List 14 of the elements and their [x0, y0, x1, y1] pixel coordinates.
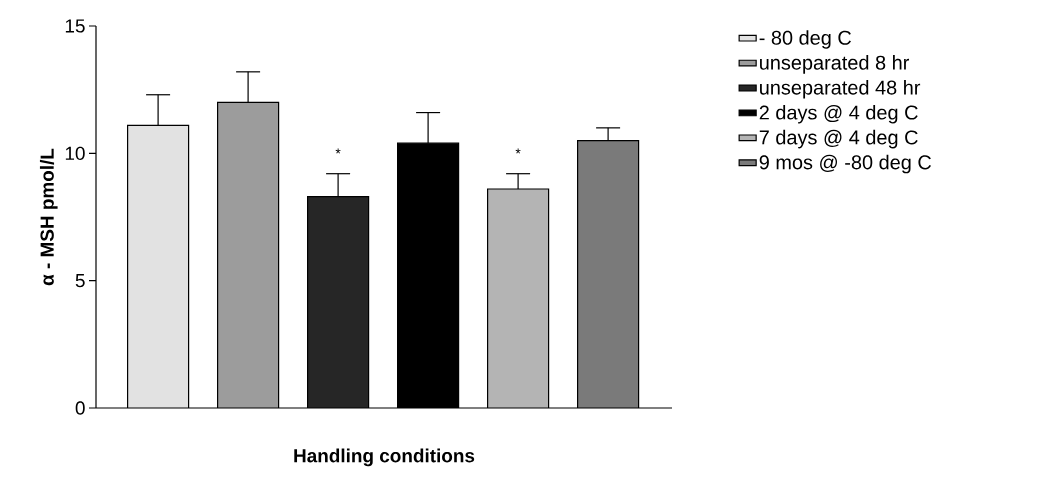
legend-label: unseparated 48 hr	[760, 80, 921, 99]
legend-label: unseparated 8 hr	[760, 55, 910, 74]
annotation: *	[515, 148, 521, 154]
y-axis-title: α - MSH pmol/L	[39, 148, 58, 286]
annotation: *	[335, 148, 341, 154]
x-axis-title: Handling conditions	[294, 448, 475, 467]
legend-label: - 80 deg C	[759, 30, 851, 49]
y-tick-label: 0	[75, 401, 85, 415]
legend-label: 9 mos @ -80 deg C	[759, 154, 932, 174]
legend-label: 2 days @ 4 deg C	[759, 104, 918, 124]
legend-label: 7 days @ 4 deg C	[759, 129, 918, 149]
y-tick-label: 5	[75, 274, 85, 288]
y-tick-label: 15	[65, 19, 85, 33]
y-tick-label: 10	[65, 146, 85, 161]
